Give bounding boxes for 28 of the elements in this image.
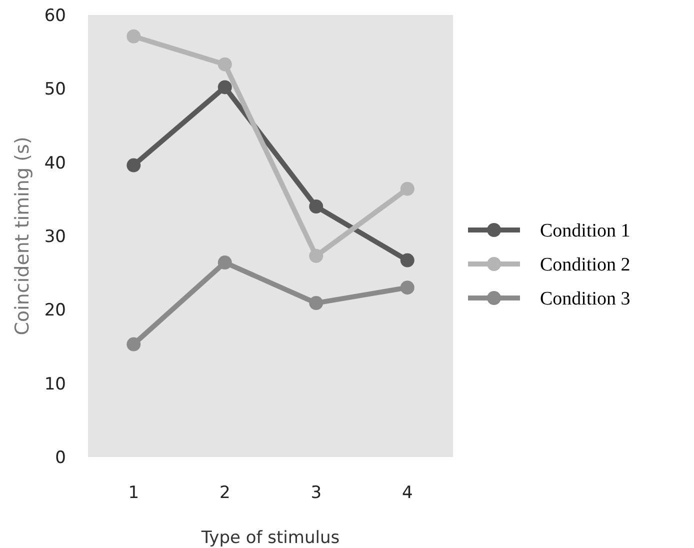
y-tick-label: 30: [44, 226, 66, 247]
point: [126, 29, 141, 44]
point: [218, 80, 232, 94]
point: [126, 337, 141, 352]
x-tick-label: 2: [219, 482, 230, 503]
legend-label: Condition 3: [540, 288, 630, 310]
y-tick-label: 60: [44, 6, 66, 26]
x-axis-title: Type of stimulus: [200, 528, 340, 548]
point: [400, 280, 414, 295]
legend-label: Condition 1: [540, 220, 630, 242]
point: [400, 182, 414, 196]
y-tick-label: 0: [55, 448, 66, 468]
y-tick-label: 20: [44, 300, 66, 321]
y-tick-label: 10: [44, 374, 66, 394]
y-tick-label: 50: [44, 80, 66, 100]
y-tick-label: 40: [44, 153, 66, 174]
point: [309, 296, 324, 310]
y-axis-title: Coincident timing (s): [12, 136, 34, 336]
x-tick-label: 1: [128, 482, 140, 503]
point: [400, 253, 414, 268]
x-tick-label: 3: [310, 482, 322, 503]
point: [218, 256, 232, 270]
legend-label: Condition 2: [540, 254, 630, 276]
x-tick-label: 4: [402, 482, 413, 503]
point: [309, 200, 324, 214]
point: [309, 248, 324, 263]
point: [218, 57, 232, 72]
point: [126, 158, 141, 172]
